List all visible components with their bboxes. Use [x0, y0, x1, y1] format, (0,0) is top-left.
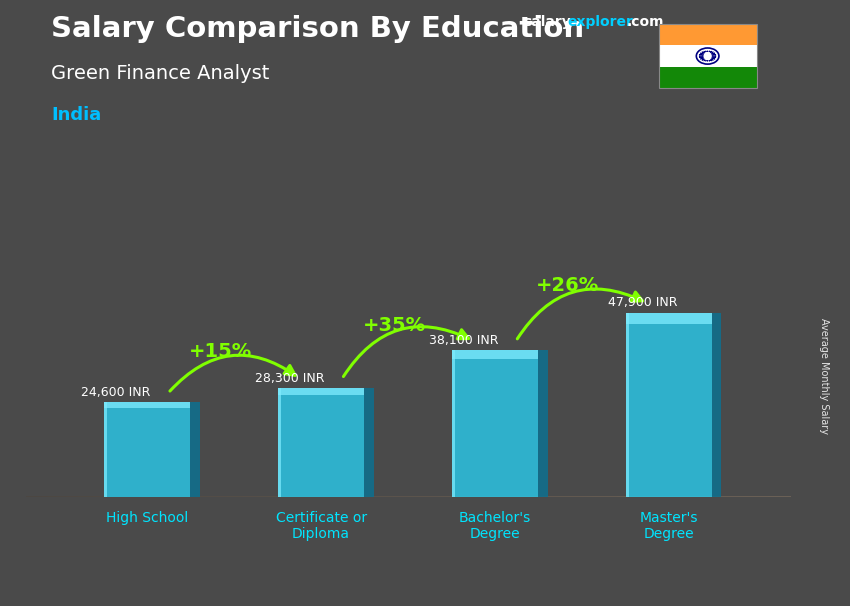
Text: 38,100 INR: 38,100 INR — [429, 334, 498, 347]
Bar — [190, 402, 200, 497]
Bar — [278, 388, 364, 395]
Bar — [626, 313, 711, 497]
Bar — [452, 350, 538, 497]
Text: salary: salary — [523, 15, 570, 29]
Bar — [452, 350, 456, 497]
Text: 24,600 INR: 24,600 INR — [81, 386, 150, 399]
Bar — [278, 388, 281, 497]
Bar — [626, 313, 711, 324]
Bar — [711, 313, 722, 497]
Text: 47,900 INR: 47,900 INR — [608, 296, 677, 309]
Bar — [105, 402, 190, 408]
Bar — [278, 388, 364, 497]
Text: +35%: +35% — [363, 316, 426, 335]
Text: .com: .com — [626, 15, 664, 29]
Text: India: India — [51, 106, 101, 124]
Bar — [364, 388, 374, 497]
Bar — [538, 350, 547, 497]
Text: Average Monthly Salary: Average Monthly Salary — [819, 318, 829, 434]
Bar — [626, 313, 629, 497]
Bar — [105, 402, 190, 497]
Text: +26%: +26% — [536, 276, 599, 295]
Text: 28,300 INR: 28,300 INR — [255, 371, 325, 385]
Text: Green Finance Analyst: Green Finance Analyst — [51, 64, 269, 82]
Text: Salary Comparison By Education: Salary Comparison By Education — [51, 15, 584, 43]
Bar — [105, 402, 107, 497]
Text: +15%: +15% — [189, 342, 252, 361]
Text: explorer: explorer — [568, 15, 634, 29]
Bar — [452, 350, 538, 359]
